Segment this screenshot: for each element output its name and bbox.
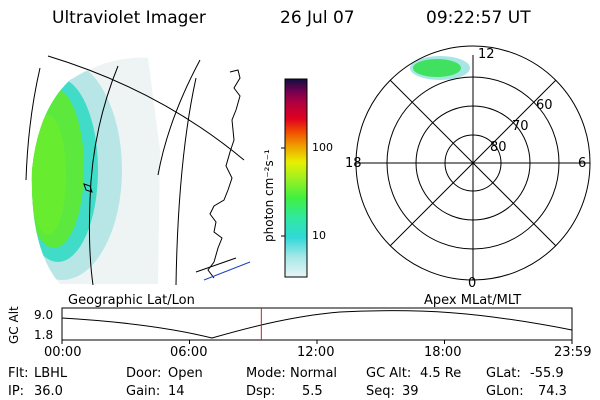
ip-label: IP:: [8, 384, 25, 399]
altitude-curve: [61, 310, 573, 339]
image-time: 09:22:57 UT: [426, 8, 531, 28]
seq-value: 39: [402, 384, 419, 399]
lat-lon-grid: [25, 55, 245, 286]
dsp-label: Dsp:: [246, 384, 276, 399]
gain-value: 14: [168, 384, 185, 399]
coastline: [83, 69, 241, 279]
mlt-label-6: 6: [578, 156, 587, 171]
timeline-y-max: 9.0: [34, 308, 54, 322]
ip-value: 36.0: [34, 384, 63, 399]
glon-label: GLon:: [486, 384, 524, 399]
timeline-tick-1: 06:00: [170, 345, 208, 360]
gcalt-value: 4.5 Re: [420, 366, 462, 381]
colorbar-tick-100: 100: [312, 141, 333, 154]
instrument-title: Ultraviolet Imager: [52, 8, 206, 28]
glat-value: -55.9: [530, 366, 564, 381]
timeline-tick-2: 12:00: [297, 345, 335, 360]
timeline-left-title: Geographic Lat/Lon: [68, 293, 195, 308]
timeline-y-min: 1.8: [34, 328, 54, 342]
door-label: Door:: [126, 366, 162, 381]
timeline-right-title: Apex MLat/MLT: [424, 293, 522, 308]
mlat-label-80: 80: [490, 140, 507, 155]
mode-value: Normal: [290, 366, 338, 381]
colorbar-tick-10: 10: [312, 229, 326, 242]
door-value: Open: [168, 366, 203, 381]
timeline-tick-4: 23:59: [554, 345, 592, 360]
mlat-label-60: 60: [536, 98, 553, 113]
mlt-label-12: 12: [478, 47, 495, 62]
glat-label: GLat:: [486, 366, 521, 381]
terminator-line: [203, 261, 251, 281]
timeline-tick-0: 00:00: [44, 345, 82, 360]
polar-aurora-oval: [413, 59, 461, 77]
timeline-tick-3: 18:00: [424, 345, 462, 360]
flt-value: LBHL: [34, 366, 68, 381]
gcalt-label: GC Alt:: [366, 366, 412, 381]
mlt-label-18: 18: [345, 156, 362, 171]
mode-label: Mode:: [246, 366, 286, 381]
mlat-label-70: 70: [512, 119, 529, 134]
dsp-value: 5.5: [302, 384, 323, 399]
flt-label: Flt:: [8, 366, 29, 381]
mlt-label-0: 0: [468, 276, 477, 291]
glon-value: 74.3: [538, 384, 567, 399]
seq-label: Seq:: [366, 384, 395, 399]
gain-label: Gain:: [126, 384, 161, 399]
image-date: 26 Jul 07: [280, 8, 355, 28]
